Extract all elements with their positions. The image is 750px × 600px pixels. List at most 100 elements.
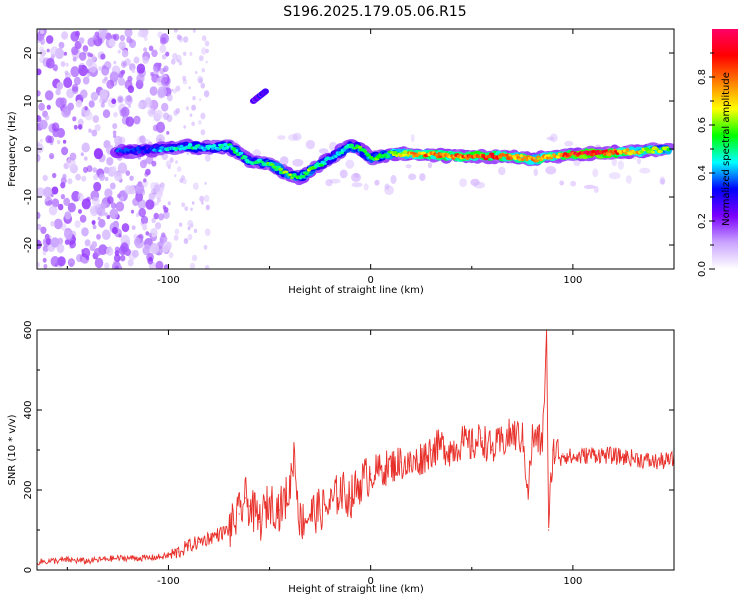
noise-blob bbox=[113, 254, 121, 263]
noise-blob bbox=[106, 79, 115, 90]
noise-blob bbox=[611, 157, 617, 167]
noise-blob bbox=[75, 99, 83, 108]
noise-blob bbox=[155, 201, 159, 206]
noise-blob bbox=[189, 51, 193, 56]
noise-blob bbox=[148, 256, 153, 262]
noise-blob bbox=[67, 202, 76, 213]
noise-blob bbox=[115, 201, 125, 212]
y-tick-label: 10 bbox=[23, 95, 34, 108]
noise-blob bbox=[473, 181, 486, 189]
ridge-mark bbox=[465, 156, 470, 160]
snr-point bbox=[380, 469, 382, 471]
snr-point bbox=[299, 521, 301, 523]
noise-blob bbox=[43, 186, 53, 198]
noise-blob bbox=[55, 88, 61, 96]
noise-blob bbox=[252, 149, 261, 158]
noise-blob bbox=[187, 226, 191, 231]
ridge-mark bbox=[514, 153, 520, 157]
noise-blob bbox=[191, 104, 197, 111]
noise-blob bbox=[405, 164, 412, 169]
ridge-mark bbox=[666, 147, 671, 152]
noise-blob bbox=[117, 162, 128, 174]
noise-blob bbox=[73, 76, 81, 86]
noise-blob bbox=[78, 64, 82, 69]
noise-blob bbox=[131, 68, 136, 74]
noise-blob bbox=[78, 192, 82, 197]
noise-blob bbox=[408, 173, 417, 181]
noise-blob bbox=[99, 89, 108, 100]
noise-blob bbox=[154, 184, 161, 192]
noise-blob bbox=[42, 250, 47, 256]
noise-blob bbox=[146, 155, 154, 165]
snr-point bbox=[531, 437, 534, 439]
noise-blob bbox=[143, 178, 147, 183]
noise-blob bbox=[192, 29, 196, 33]
noise-blob bbox=[37, 153, 41, 163]
noise-blob bbox=[57, 256, 66, 267]
noise-blob bbox=[55, 97, 65, 108]
ridge-mark bbox=[301, 174, 306, 178]
noise-blob bbox=[100, 102, 105, 108]
noise-blob bbox=[150, 72, 155, 77]
y-tick-label: 400 bbox=[23, 400, 34, 419]
noise-blob bbox=[105, 247, 114, 256]
noise-blob bbox=[191, 201, 195, 205]
y-tick-label: 200 bbox=[23, 480, 34, 499]
noise-blob bbox=[120, 255, 126, 262]
snr-point bbox=[269, 501, 271, 503]
noise-blob bbox=[183, 238, 189, 244]
snr-point bbox=[244, 497, 246, 499]
ridge-mark bbox=[242, 155, 248, 159]
noise-blob bbox=[117, 49, 121, 54]
ridge-mark bbox=[235, 149, 239, 153]
noise-blob bbox=[106, 157, 114, 166]
x-tick-label: 100 bbox=[563, 275, 582, 286]
noise-blob bbox=[169, 157, 174, 163]
ridge-mark bbox=[159, 146, 165, 150]
noise-blob bbox=[37, 187, 45, 198]
noise-blob bbox=[157, 128, 162, 133]
ridge-mark bbox=[365, 153, 371, 157]
noise-blob bbox=[119, 108, 127, 117]
noise-blob bbox=[174, 174, 177, 178]
snr-point bbox=[451, 449, 453, 451]
noise-blob bbox=[200, 82, 206, 89]
noise-blob bbox=[142, 246, 150, 256]
noise-blob bbox=[61, 146, 69, 156]
noise-blob bbox=[96, 233, 101, 240]
noise-blob bbox=[559, 180, 565, 186]
noise-blob bbox=[151, 189, 154, 194]
x-tick-label: -100 bbox=[157, 275, 180, 286]
noise-blob bbox=[149, 86, 158, 96]
noise-blob bbox=[80, 89, 88, 99]
noise-blob bbox=[74, 30, 80, 37]
noise-blob bbox=[58, 41, 65, 49]
ridge-mark bbox=[140, 146, 146, 150]
snr-point bbox=[653, 461, 655, 463]
noise-blob bbox=[166, 114, 173, 123]
snr-point bbox=[339, 489, 341, 491]
snr-point bbox=[66, 559, 68, 561]
noise-blob bbox=[37, 115, 42, 123]
noise-blob bbox=[85, 255, 90, 261]
noise-blob bbox=[498, 166, 506, 176]
noise-blob bbox=[117, 95, 124, 104]
noise-blob bbox=[62, 173, 67, 179]
noise-blob bbox=[144, 98, 153, 108]
ridge-mark bbox=[406, 154, 410, 157]
noise-blob bbox=[204, 182, 207, 185]
snr-point bbox=[521, 437, 523, 439]
snr-point bbox=[127, 557, 129, 559]
snr-point bbox=[410, 465, 412, 467]
noise-blob bbox=[157, 86, 167, 98]
colorbar-label: Normalized spectral amplitude bbox=[721, 72, 732, 226]
snr-series-line bbox=[37, 330, 674, 566]
noise-blob bbox=[102, 109, 111, 119]
noise-blob bbox=[137, 101, 144, 109]
noise-blob bbox=[639, 167, 651, 174]
noise-blob bbox=[151, 49, 158, 58]
ridge-mark bbox=[532, 156, 536, 160]
noise-blob bbox=[74, 220, 81, 228]
ridge-mark bbox=[606, 152, 612, 157]
